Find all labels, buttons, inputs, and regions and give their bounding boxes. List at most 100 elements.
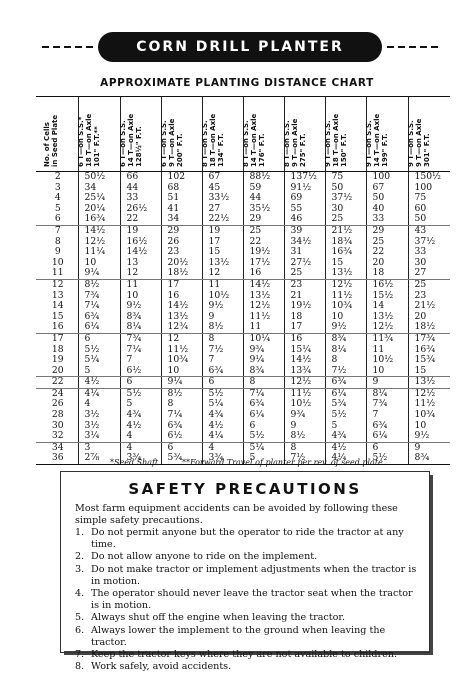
safety-item-text: Always shut off the engine when leaving … (91, 612, 346, 624)
table-cell: 4 (119, 442, 161, 454)
table-cell: 25 (283, 267, 325, 280)
table-cell: 7 (119, 354, 161, 366)
table-cell: 8 (242, 377, 284, 389)
table-cell: 5½ (201, 388, 243, 400)
table-cell: 9¼ (160, 377, 202, 389)
safety-item-text: Do not allow anyone to ride on the imple… (91, 551, 318, 563)
table-cell: 4¼ (77, 388, 120, 400)
banner-rule-left-5 (86, 46, 93, 48)
cell-count: 3 (54, 181, 61, 193)
table-cell: 19½ (283, 301, 325, 312)
table-cell: 21 (283, 290, 325, 302)
safety-item-number: 6. (75, 624, 85, 636)
table-cell: 17 (201, 236, 243, 248)
safety-list: 1. Do not permit anyone but the operator … (75, 527, 419, 673)
safety-list-item: 7. Keep the tractor keys where they are n… (75, 649, 419, 661)
table-row: 32 3¼ 4 6½ 4¼ 5½ 8½ 4¾ 6¼ 9½ (36, 430, 450, 443)
table-row: 9 11¼ 14½ 23 15 19½ 31 16¾ 22 33 (36, 247, 450, 258)
cell-count: 18 (51, 343, 64, 355)
cell-count: 9 (54, 246, 61, 258)
table-cell: 12½ (283, 377, 325, 389)
table-cell: 3½ (77, 420, 120, 432)
table-cell: 5¾ (160, 453, 202, 466)
table-cell: 9½ (201, 301, 243, 312)
table-cell: 6¾ (324, 377, 366, 389)
table-cell: 9½ (407, 430, 450, 443)
table-cell: 7¾ (119, 333, 161, 345)
cell-count: 14 (51, 300, 64, 312)
table-row: 3 34 44 68 45 59 91½ 50 67 100 (36, 181, 450, 194)
table-cell: 3½ (77, 409, 120, 421)
table-cell: 43 (407, 225, 450, 237)
table-cell: 4 (201, 442, 243, 454)
column-header-label: No. of Cells in Seed Plate (42, 114, 59, 167)
banner-rule-left-4 (75, 46, 82, 48)
table-cell: 9¼ (242, 354, 284, 366)
table-cell: 16½ (365, 279, 408, 291)
table-cell: 4¾ (324, 430, 366, 443)
table-cell: 34 (77, 182, 120, 194)
table-cell: 4¼ (324, 453, 366, 466)
table-cell: 11 (365, 344, 408, 356)
safety-item-number: 5. (75, 612, 85, 624)
table-cell: 137½ (283, 171, 325, 183)
table-cell: 18½ (407, 321, 450, 334)
table-row: 13 7¾ 10 16 10½ 13½ 21 11½ 15½ 23 (36, 290, 450, 302)
table-cell: 15 (201, 247, 243, 258)
table-row: 19 5¼ 7 10¾ 7 9¼ 14½ 8 10½ 15¾ (36, 354, 450, 366)
table-cell: 12½ (365, 321, 408, 334)
table-cell: 11 (119, 279, 161, 291)
table-cell: 19 (119, 225, 161, 237)
table-cell: 5 (324, 420, 366, 432)
table-cell: 88½ (242, 171, 284, 183)
table-cell: 25¼ (77, 193, 120, 204)
cell-count: 28 (51, 409, 64, 421)
cell-count: 24 (51, 387, 64, 399)
table-cell: 59 (242, 182, 284, 194)
safety-item-number: 3. (75, 563, 85, 575)
table-cell: 5¾ (324, 399, 366, 411)
table-cell: 4 (119, 430, 161, 443)
table-cell: 6¾ (160, 420, 202, 432)
table-cell: 9 (365, 377, 408, 389)
safety-precautions-box: SAFETY PRECAUTIONS Most farm equipment a… (60, 471, 430, 672)
table-cell: 13½ (242, 290, 284, 302)
table-cell: 4¼ (201, 430, 243, 443)
chart-title: APPROXIMATE PLANTING DISTANCE CHART (100, 77, 374, 89)
table-cell: 10 (407, 420, 450, 432)
table-cell: 5¼ (242, 442, 284, 454)
safety-item-text: Do not permit anyone but the operator to… (91, 527, 404, 551)
table-cell: 14½ (160, 301, 202, 312)
table-cell: 2⅞ (77, 453, 120, 466)
safety-intro: Most farm equipment accidents can be avo… (75, 503, 398, 526)
table-cell: 34 (160, 214, 202, 226)
table-row: 16 6¼ 8¼ 12¾ 8½ 11 17 9½ 12½ 18½ (36, 321, 450, 334)
column-header-label: 8 T—on S.S. 14 T—on Axle 176" F.T. (241, 113, 266, 167)
table-cell: 8¼ (119, 321, 161, 334)
table-cell: 22 (365, 247, 408, 258)
cell-count: 20 (36, 365, 78, 378)
table-row: 26 4 5 8 5¼ 6¾ 10½ 5¾ 7¾ 11½ (36, 399, 450, 411)
column-header: 9 T—on S.S. 9 T—on Axle 301" F.T. (407, 96, 450, 172)
table-cell: 14½ (119, 247, 161, 258)
banner-rule-right-2 (398, 46, 405, 48)
table-cell: 7 (365, 409, 408, 421)
table-cell: 22½ (201, 214, 243, 226)
table-cell: 6 (77, 333, 120, 345)
table-cell: 12½ (242, 301, 284, 312)
table-cell: 7¾ (365, 399, 408, 411)
table-cell: 33 (119, 193, 161, 204)
cell-count: 32 (36, 430, 78, 443)
banner-rule-right-1 (387, 46, 394, 48)
table-cell: 9 (283, 420, 325, 432)
table-cell: 6½ (160, 430, 202, 443)
table-cell: 11½ (160, 344, 202, 356)
table-cell: 12¾ (160, 321, 202, 334)
table-cell: 69 (283, 193, 325, 204)
table-cell: 6¼ (365, 430, 408, 443)
table-cell: 15 (407, 365, 450, 378)
table-cell: 8¼ (324, 344, 366, 356)
column-header-label: 6 T—on S.S. 14 T—on Axle 128½" F.T. (118, 113, 143, 167)
cell-count: 7 (54, 224, 61, 236)
safety-item-number: 7. (75, 649, 85, 661)
